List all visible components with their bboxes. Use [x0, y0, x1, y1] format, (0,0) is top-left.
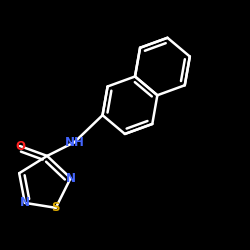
Text: NH: NH — [64, 136, 84, 149]
Text: N: N — [20, 196, 30, 209]
Text: O: O — [15, 140, 25, 152]
Text: S: S — [52, 201, 60, 214]
Text: N: N — [66, 172, 76, 185]
